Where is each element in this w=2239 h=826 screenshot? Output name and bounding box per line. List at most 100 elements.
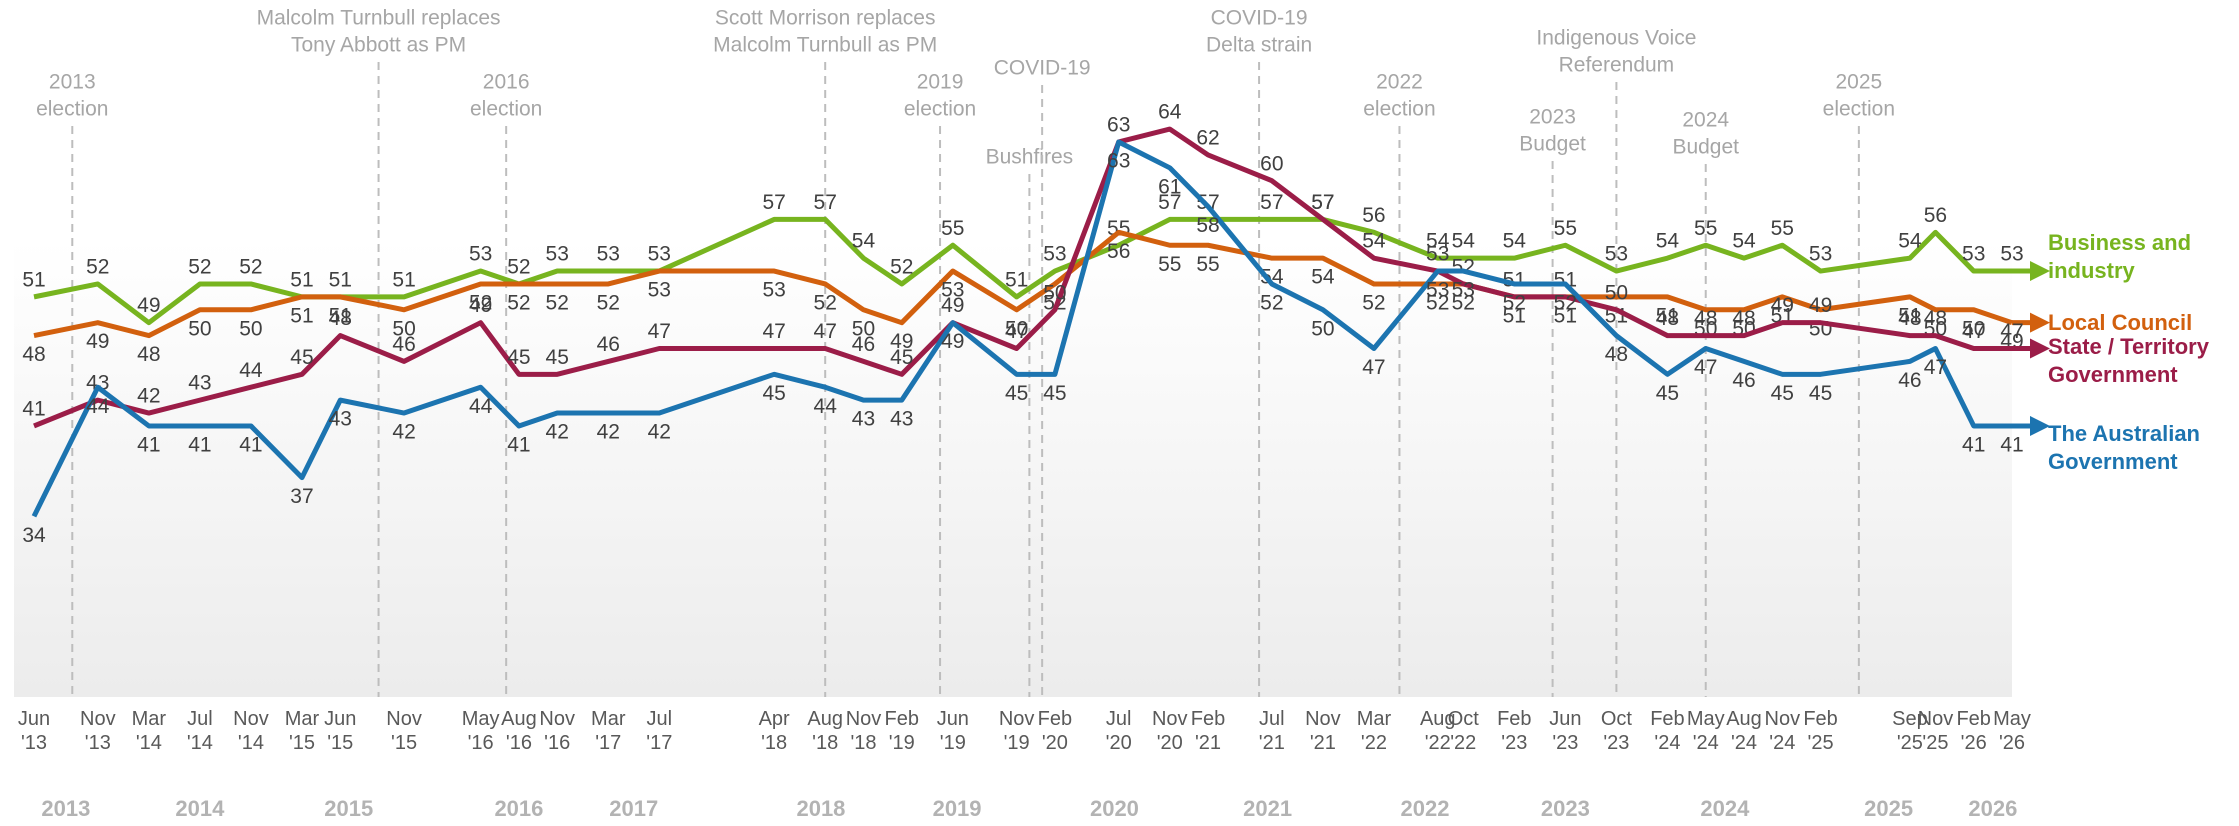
data-label: 44 [814,395,838,418]
x-tick-label: Oct '23 [1601,708,1633,754]
x-tick-label-part: '19 [1004,732,1030,754]
data-label: 56 [1107,240,1130,263]
x-tick-label-part: '20 [1042,732,1068,754]
data-label: 43 [852,408,875,431]
data-label: 45 [762,382,785,405]
x-tick-label-part: '16 [468,732,494,754]
x-tick-label-part: Mar [285,708,320,730]
x-tick-label: Mar '22 [1357,708,1392,754]
annotation-label: Referendum [1559,54,1675,77]
year-label: 2024 [1700,796,1750,821]
annotation-label: 2024 [1682,109,1729,132]
data-label: 52 [86,256,109,279]
x-tick-label-part: Nov [1305,708,1341,730]
data-label: 54 [1732,230,1756,253]
x-tick-label-part: '19 [940,732,966,754]
x-tick-label-part: Aug [807,708,843,730]
data-label: 52 [1503,292,1526,315]
x-tick-label-part: '18 [850,732,876,754]
data-label: 55 [941,217,964,240]
data-label: 47 [1694,356,1717,379]
x-tick-label-part: '13 [21,732,47,754]
x-tick-label: Jul '21 [1259,708,1285,754]
data-label: 51 [290,268,313,291]
x-tick-label-part: Nov [846,708,882,730]
data-label: 43 [188,372,211,395]
data-label: 47 [762,320,785,343]
x-tick-label: Feb '20 [1038,708,1072,754]
x-tick-label: May '26 [1993,708,2031,754]
data-label: 41 [239,433,262,456]
data-label: 62 [1196,126,1219,149]
data-label: 44 [239,359,263,382]
data-label: 57 [762,191,785,214]
data-label: 48 [22,343,45,366]
data-label: 47 [648,320,671,343]
x-tick-label-part: '23 [1603,732,1629,754]
annotation-label: COVID-19 [1211,7,1308,30]
year-label: 2022 [1401,796,1450,821]
data-label: 44 [469,395,493,418]
x-tick-label-part: '20 [1106,732,1132,754]
data-label: 44 [86,395,110,418]
data-label: 50 [1311,317,1334,340]
annotation-label: election [36,98,108,121]
x-tick-label-part: Jun [18,708,50,730]
x-tick-label-part: '18 [812,732,838,754]
x-tick-label-part: '15 [289,732,315,754]
data-label: 52 [469,292,492,315]
data-label: 53 [1605,243,1628,266]
annotation-label: 2019 [917,71,964,94]
x-tick-label-part: '25 [1897,732,1923,754]
data-label: 54 [1362,230,1386,253]
x-tick-label-part: Feb [1956,708,1990,730]
data-label: 46 [597,333,620,356]
x-tick-label: Feb '19 [885,708,919,754]
x-tick-label-part: May [1993,708,2031,730]
data-label: 49 [941,294,964,317]
annotation-label: 2016 [483,71,530,94]
data-label: 53 [1962,243,1985,266]
x-tick-label: Sep '25 [1892,708,1928,754]
x-tick-label-part: Mar [1357,708,1392,730]
x-tick-label: Feb '21 [1191,708,1225,754]
x-tick-label-part: '19 [889,732,915,754]
x-tick-label-part: Nov [999,708,1035,730]
data-label: 56 [1924,204,1947,227]
data-label: 41 [137,433,160,456]
data-label: 50 [1605,281,1628,304]
x-tick-label: May '16 [462,708,500,754]
year-label: 2021 [1243,796,1292,821]
data-label: 41 [188,433,211,456]
data-label: 64 [1158,101,1182,124]
data-label: 47 [1924,356,1947,379]
data-label: 53 [1426,243,1449,266]
data-label: 50 [1043,281,1066,304]
data-label: 48 [1656,307,1679,330]
annotation-label: 2025 [1836,71,1883,94]
data-label: 53 [762,279,785,302]
data-label: 53 [1452,279,1475,302]
x-tick-label-part: '22 [1450,732,1476,754]
legend-label: State / Territory Government [2048,333,2209,387]
annotation-label: 2023 [1529,106,1576,129]
x-tick-label-part: '24 [1654,732,1680,754]
data-label: 50 [239,317,262,340]
annotation-label: Scott Morrison replaces [715,7,936,30]
annotation-label: election [1823,98,1895,121]
annotation-label: Budget [1519,133,1586,156]
series-line [31,139,2012,518]
annotation-label: COVID-19 [994,57,1091,80]
data-label: 42 [546,421,569,444]
data-label: 49 [469,294,492,317]
data-label: 57 [1260,191,1283,214]
x-tick-label-part: Mar [132,708,167,730]
data-label: 51 [1554,268,1577,291]
x-tick-label-part: Jul [1106,708,1132,730]
x-tick-label-part: Jun [937,708,969,730]
data-label: 52 [239,256,262,279]
data-label: 45 [507,346,530,369]
data-label: 53 [597,243,620,266]
data-label: 55 [1694,217,1717,240]
data-label: 42 [648,421,671,444]
